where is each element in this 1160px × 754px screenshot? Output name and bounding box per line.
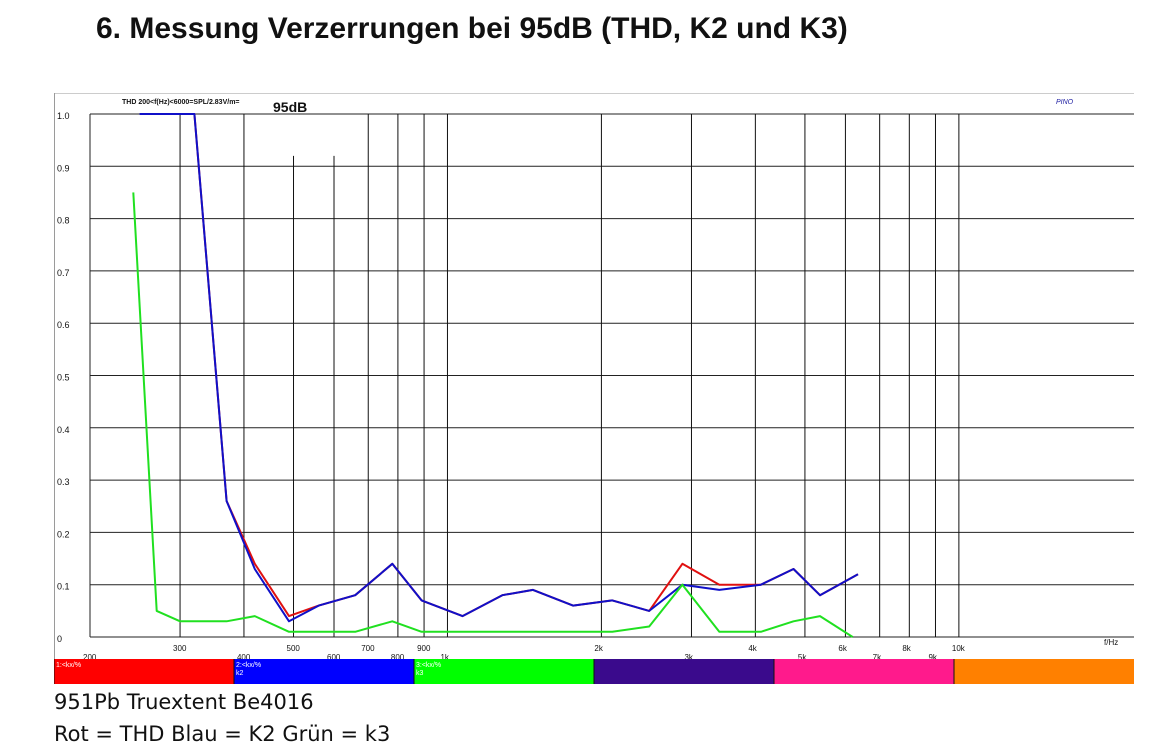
x-tick-label: 8k: [902, 644, 911, 653]
y-tick-label: 0.2: [57, 529, 70, 539]
x-tick-label: 400: [237, 653, 251, 662]
x-tick-label: 900: [417, 644, 431, 653]
x-axis-ticks: 200 300 400 500 600 700 800 900 1k 2k 3k 4k 5k 6k 7k 8k…: [83, 638, 1118, 662]
legend-swatch: [594, 659, 774, 684]
x-tick-label: 3k: [684, 653, 693, 662]
y-tick-label: 0: [57, 634, 62, 644]
caption-color-key: Rot = THD Blau = K2 Grün = k3: [54, 722, 391, 746]
x-tick-label: 6k: [838, 644, 847, 653]
x-tick-label: 200: [83, 653, 97, 662]
y-tick-label: 1.0: [57, 111, 70, 121]
page-heading: 6. Messung Verzerrungen bei 95dB (THD, K…: [96, 12, 848, 45]
x-tick-label: 9k: [928, 653, 937, 662]
series-line-3: [132, 192, 854, 638]
legend-label: 1:<kx/%: [56, 662, 81, 669]
x-tick-label: 10k: [952, 644, 966, 653]
y-tick-label: 0.1: [57, 582, 70, 592]
x-tick-label: 700: [361, 644, 375, 653]
y-tick-label: 0.7: [57, 268, 70, 278]
header-background: [91, 94, 351, 113]
y-tick-label: 0.9: [57, 163, 70, 173]
brand-label: PINO: [1056, 99, 1074, 106]
x-tick-label: 600: [327, 653, 341, 662]
y-tick-label: 0.6: [57, 320, 70, 330]
y-tick-label: 0.8: [57, 216, 70, 226]
x-tick-label: 4k: [748, 644, 757, 653]
series-line-2: [139, 113, 859, 623]
y-tick-label: 0.4: [57, 425, 70, 435]
series-line-1: [156, 113, 859, 618]
x-tick-label: 7k: [873, 653, 882, 662]
series-lines: [132, 113, 859, 638]
legend-swatch: [54, 659, 234, 684]
x-unit-label: f/Hz: [1104, 638, 1118, 647]
x-tick-label: 800: [391, 653, 405, 662]
y-tick-label: 0.5: [57, 373, 70, 383]
chart-svg: 0 0.1 0.2 0.3 0.4 0.5 0.6 0.7 0.8 0.9 1.0 200 300 40…: [53, 92, 1134, 684]
y-tick-label: 0.3: [57, 477, 70, 487]
legend-sublabel: k3: [416, 670, 424, 677]
x-tick-label: 500: [287, 644, 301, 653]
x-tick-label: 1k: [440, 653, 449, 662]
header-text: THD 200<f(Hz)<6000=SPL/2.83V/m=: [122, 99, 240, 106]
x-tick-label: 300: [173, 644, 187, 653]
y-axis-ticks: 0 0.1 0.2 0.3 0.4 0.5 0.6 0.7 0.8 0.9 1.0: [57, 111, 70, 644]
legend-swatch: [954, 659, 1134, 684]
legend-bar: 1:<kx/% 2:<kx/%k2 3:<kx/%k3: [53, 659, 1134, 684]
legend-label: 2:<kx/%: [236, 662, 261, 669]
level-label: 95dB: [273, 99, 307, 115]
x-tick-label: 5k: [798, 653, 807, 662]
caption-model: 951Pb Truextent Be4016: [54, 690, 314, 714]
legend-swatch: [234, 659, 414, 684]
distortion-chart: 0 0.1 0.2 0.3 0.4 0.5 0.6 0.7 0.8 0.9 1.0 200 300 40…: [53, 92, 1134, 693]
grid-lines: [90, 114, 1134, 637]
chart-header: THD 200<f(Hz)<6000=SPL/2.83V/m= 95dB PINO: [91, 94, 1074, 115]
plot-frame: [54, 92, 1134, 659]
x-tick-label: 2k: [594, 644, 603, 653]
legend-label: 3:<kx/%: [416, 662, 441, 669]
legend-swatch: [774, 659, 954, 684]
legend-swatch: [414, 659, 594, 684]
legend-sublabel: k2: [236, 670, 244, 677]
